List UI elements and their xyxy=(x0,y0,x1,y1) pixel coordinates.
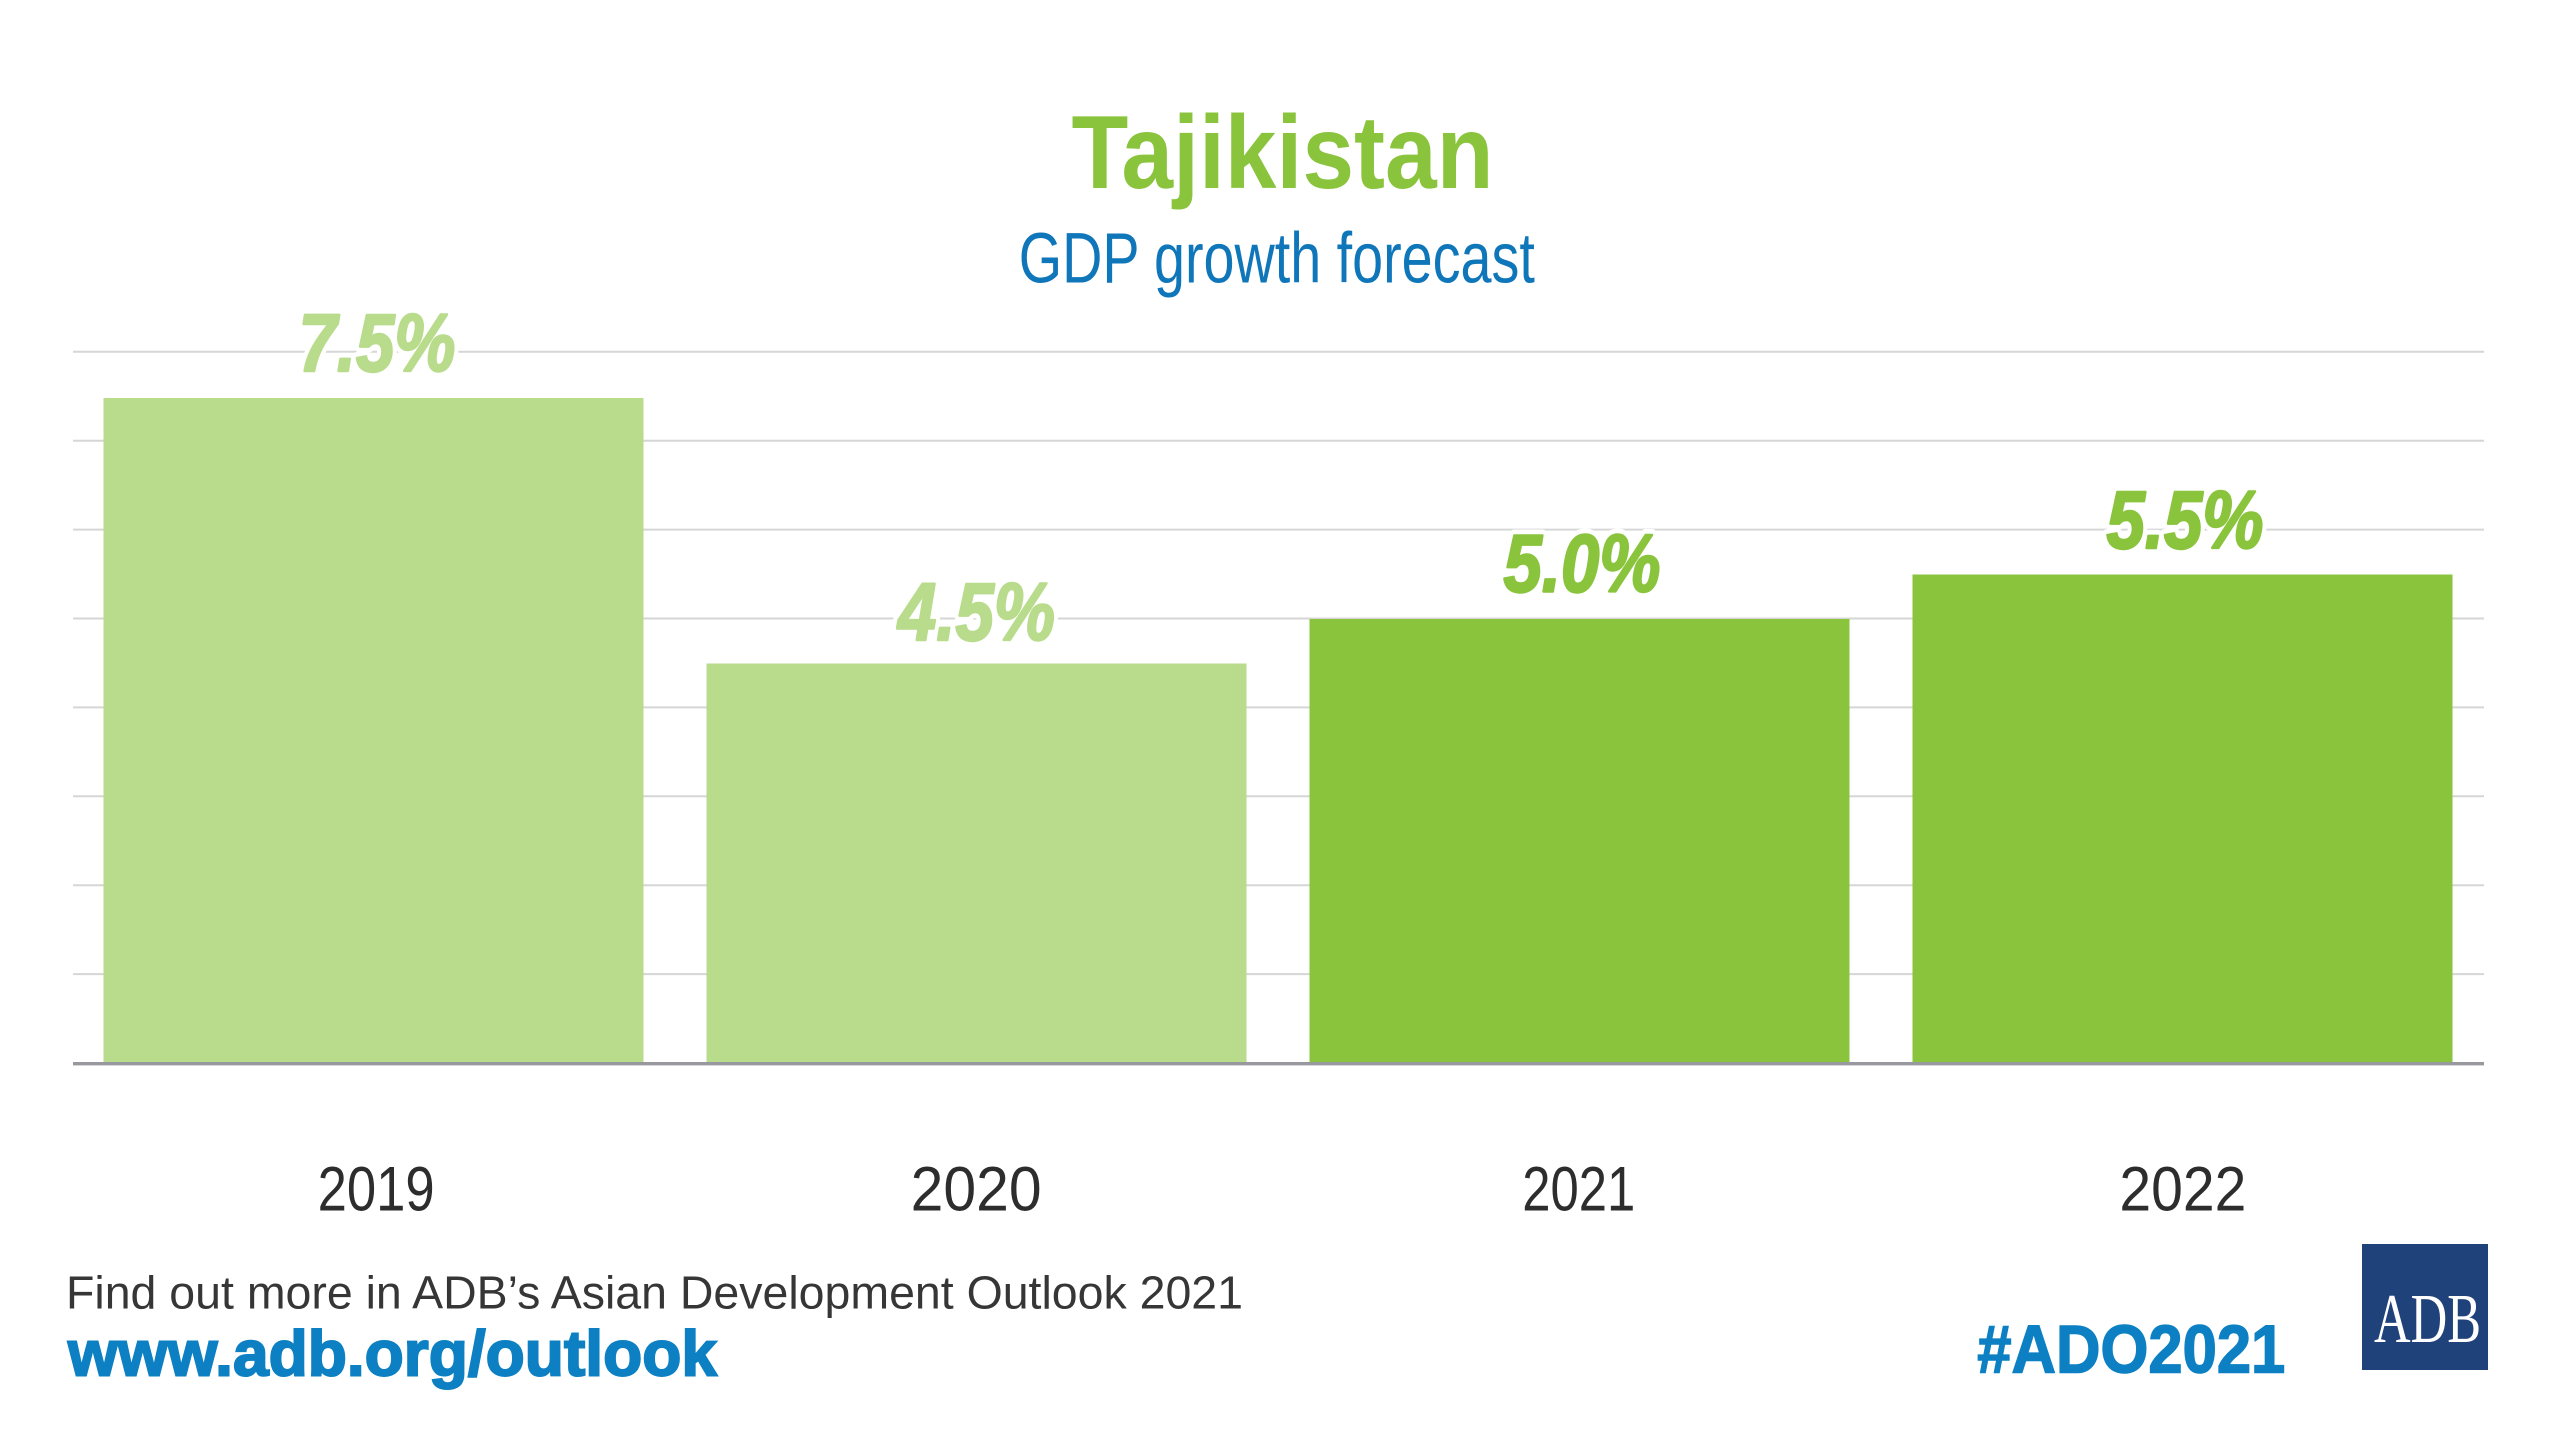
svg-text:GDP growth forecast: GDP growth forecast xyxy=(1019,219,1535,299)
svg-text:www.adb.org/outlook: www.adb.org/outlook xyxy=(67,1317,717,1389)
svg-text:5.0%: 5.0% xyxy=(1504,519,1661,610)
svg-text:5.5%: 5.5% xyxy=(2107,475,2264,566)
svg-text:2019: 2019 xyxy=(318,1155,435,1225)
svg-text:2022: 2022 xyxy=(2119,1155,2246,1225)
svg-text:ADB: ADB xyxy=(2374,1281,2481,1358)
svg-text:5.0%: 5.0% xyxy=(1504,519,1661,610)
svg-text:4.5%: 4.5% xyxy=(896,567,1055,658)
svg-text:2020: 2020 xyxy=(911,1155,1042,1225)
svg-text:#ADO2021: #ADO2021 xyxy=(1977,1311,2285,1387)
svg-text:5.5%: 5.5% xyxy=(2107,475,2264,566)
svg-text:Tajikistan: Tajikistan xyxy=(1072,95,1494,211)
svg-text:7.5%: 7.5% xyxy=(299,298,456,389)
svg-text:2021: 2021 xyxy=(1522,1155,1635,1225)
svg-text:Find out more in ADB’s Asian D: Find out more in ADB’s Asian Development… xyxy=(66,1266,1243,1318)
svg-text:7.5%: 7.5% xyxy=(299,298,456,389)
svg-text:4.5%: 4.5% xyxy=(896,567,1055,658)
